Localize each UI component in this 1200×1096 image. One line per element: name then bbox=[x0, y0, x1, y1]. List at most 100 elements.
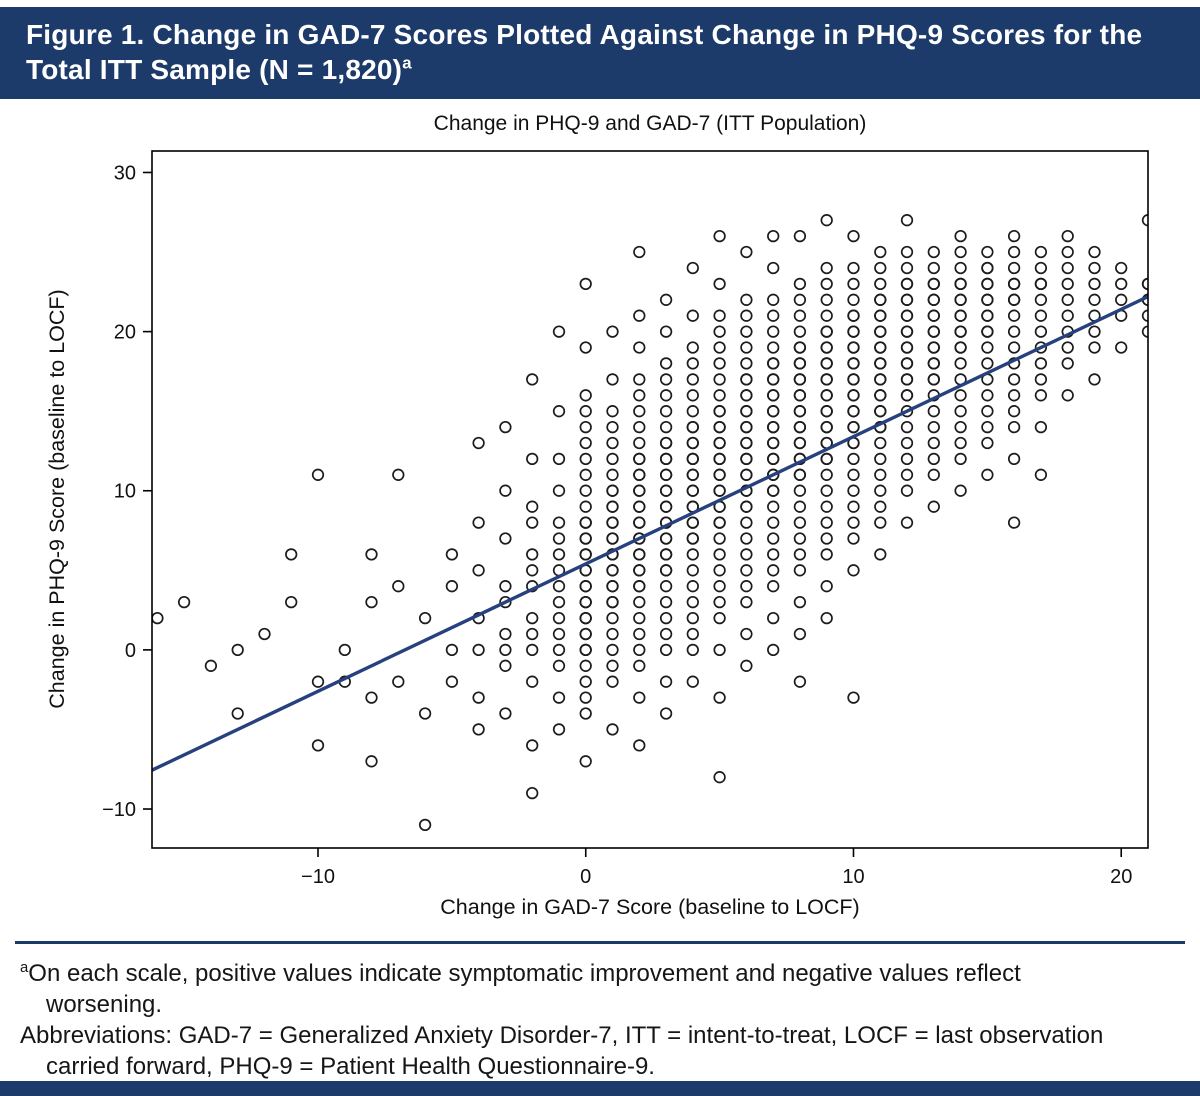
data-point bbox=[1061, 293, 1074, 306]
x-axis-label: Change in GAD-7 Score (baseline to LOCF) bbox=[440, 895, 859, 919]
footnotes: aOn each scale, positive values indicate… bbox=[0, 944, 1200, 1082]
data-point bbox=[338, 643, 351, 657]
data-point bbox=[847, 293, 860, 306]
data-point bbox=[606, 436, 619, 450]
data-point bbox=[659, 405, 673, 418]
data-point bbox=[1007, 420, 1021, 434]
data-point bbox=[740, 389, 753, 402]
data-point bbox=[713, 580, 726, 593]
data-point bbox=[900, 389, 914, 402]
data-point bbox=[526, 500, 539, 513]
data-point bbox=[954, 389, 967, 402]
data-point bbox=[793, 595, 807, 609]
data-point bbox=[499, 707, 512, 720]
data-point bbox=[900, 277, 914, 291]
data-point bbox=[713, 389, 726, 402]
data-point bbox=[740, 500, 753, 513]
data-point bbox=[767, 484, 780, 497]
data-point bbox=[793, 389, 807, 402]
data-point bbox=[445, 580, 459, 593]
data-point bbox=[659, 595, 673, 609]
data-point bbox=[927, 373, 940, 386]
y-tick-label: −10 bbox=[102, 799, 136, 821]
data-point bbox=[874, 245, 887, 259]
data-point bbox=[900, 373, 914, 386]
data-point bbox=[740, 564, 753, 577]
data-point bbox=[874, 436, 887, 450]
data-point bbox=[686, 436, 699, 450]
data-point bbox=[579, 627, 592, 641]
data-point bbox=[954, 452, 967, 466]
data-point bbox=[606, 627, 619, 641]
data-point bbox=[981, 309, 994, 322]
data-point bbox=[900, 357, 914, 370]
data-point bbox=[900, 341, 914, 354]
data-point bbox=[1088, 325, 1101, 338]
data-point bbox=[713, 468, 726, 481]
data-point bbox=[1061, 277, 1074, 291]
data-point bbox=[579, 500, 592, 513]
data-point bbox=[686, 627, 699, 641]
data-point bbox=[1007, 325, 1021, 338]
data-point bbox=[633, 405, 646, 418]
data-point bbox=[981, 245, 994, 259]
data-point bbox=[820, 484, 833, 497]
data-point bbox=[1061, 245, 1074, 259]
data-point bbox=[793, 229, 807, 243]
data-point bbox=[767, 309, 780, 322]
data-point bbox=[472, 691, 485, 704]
data-point bbox=[552, 611, 566, 625]
data-point bbox=[686, 675, 699, 688]
data-point bbox=[1088, 293, 1101, 306]
data-point bbox=[633, 659, 646, 672]
data-point bbox=[981, 277, 994, 291]
data-point bbox=[365, 595, 378, 609]
y-tick-label: 10 bbox=[114, 481, 136, 503]
data-point bbox=[152, 611, 164, 625]
data-point bbox=[713, 564, 726, 577]
data-point bbox=[981, 420, 994, 434]
data-point bbox=[847, 516, 860, 529]
data-point bbox=[633, 691, 646, 704]
data-point bbox=[204, 659, 218, 672]
data-point bbox=[472, 436, 485, 450]
data-point bbox=[793, 484, 807, 497]
data-point bbox=[1034, 357, 1048, 370]
data-point bbox=[767, 452, 780, 466]
data-point bbox=[552, 532, 566, 545]
data-point bbox=[686, 309, 699, 322]
data-point bbox=[713, 436, 726, 450]
data-point bbox=[927, 325, 940, 338]
data-point bbox=[820, 309, 833, 322]
data-point bbox=[713, 420, 726, 434]
data-point bbox=[927, 405, 940, 418]
figure-title: Figure 1. Change in GAD-7 Scores Plotted… bbox=[26, 17, 1174, 87]
data-point bbox=[659, 468, 673, 481]
data-point bbox=[927, 436, 940, 450]
data-point bbox=[740, 436, 753, 450]
data-point bbox=[874, 325, 887, 338]
data-point bbox=[686, 580, 699, 593]
data-point bbox=[767, 389, 780, 402]
data-point bbox=[659, 436, 673, 450]
data-point bbox=[472, 723, 485, 736]
data-point bbox=[767, 325, 780, 338]
data-point bbox=[392, 468, 405, 481]
data-point bbox=[552, 405, 566, 418]
data-point bbox=[954, 261, 967, 275]
data-point bbox=[874, 357, 887, 370]
data-point bbox=[445, 675, 459, 688]
trend-line bbox=[152, 295, 1148, 772]
data-point bbox=[258, 627, 271, 641]
data-point bbox=[526, 516, 539, 529]
data-point bbox=[1007, 373, 1021, 386]
data-point bbox=[633, 420, 646, 434]
data-point bbox=[847, 420, 860, 434]
data-point bbox=[579, 405, 592, 418]
figure-title-footnote-marker: a bbox=[402, 53, 412, 73]
data-point bbox=[820, 516, 833, 529]
data-point bbox=[552, 452, 566, 466]
data-point bbox=[874, 341, 887, 354]
y-axis-label: Change in PHQ-9 Score (baseline to LOCF) bbox=[45, 289, 69, 708]
data-point bbox=[633, 452, 646, 466]
